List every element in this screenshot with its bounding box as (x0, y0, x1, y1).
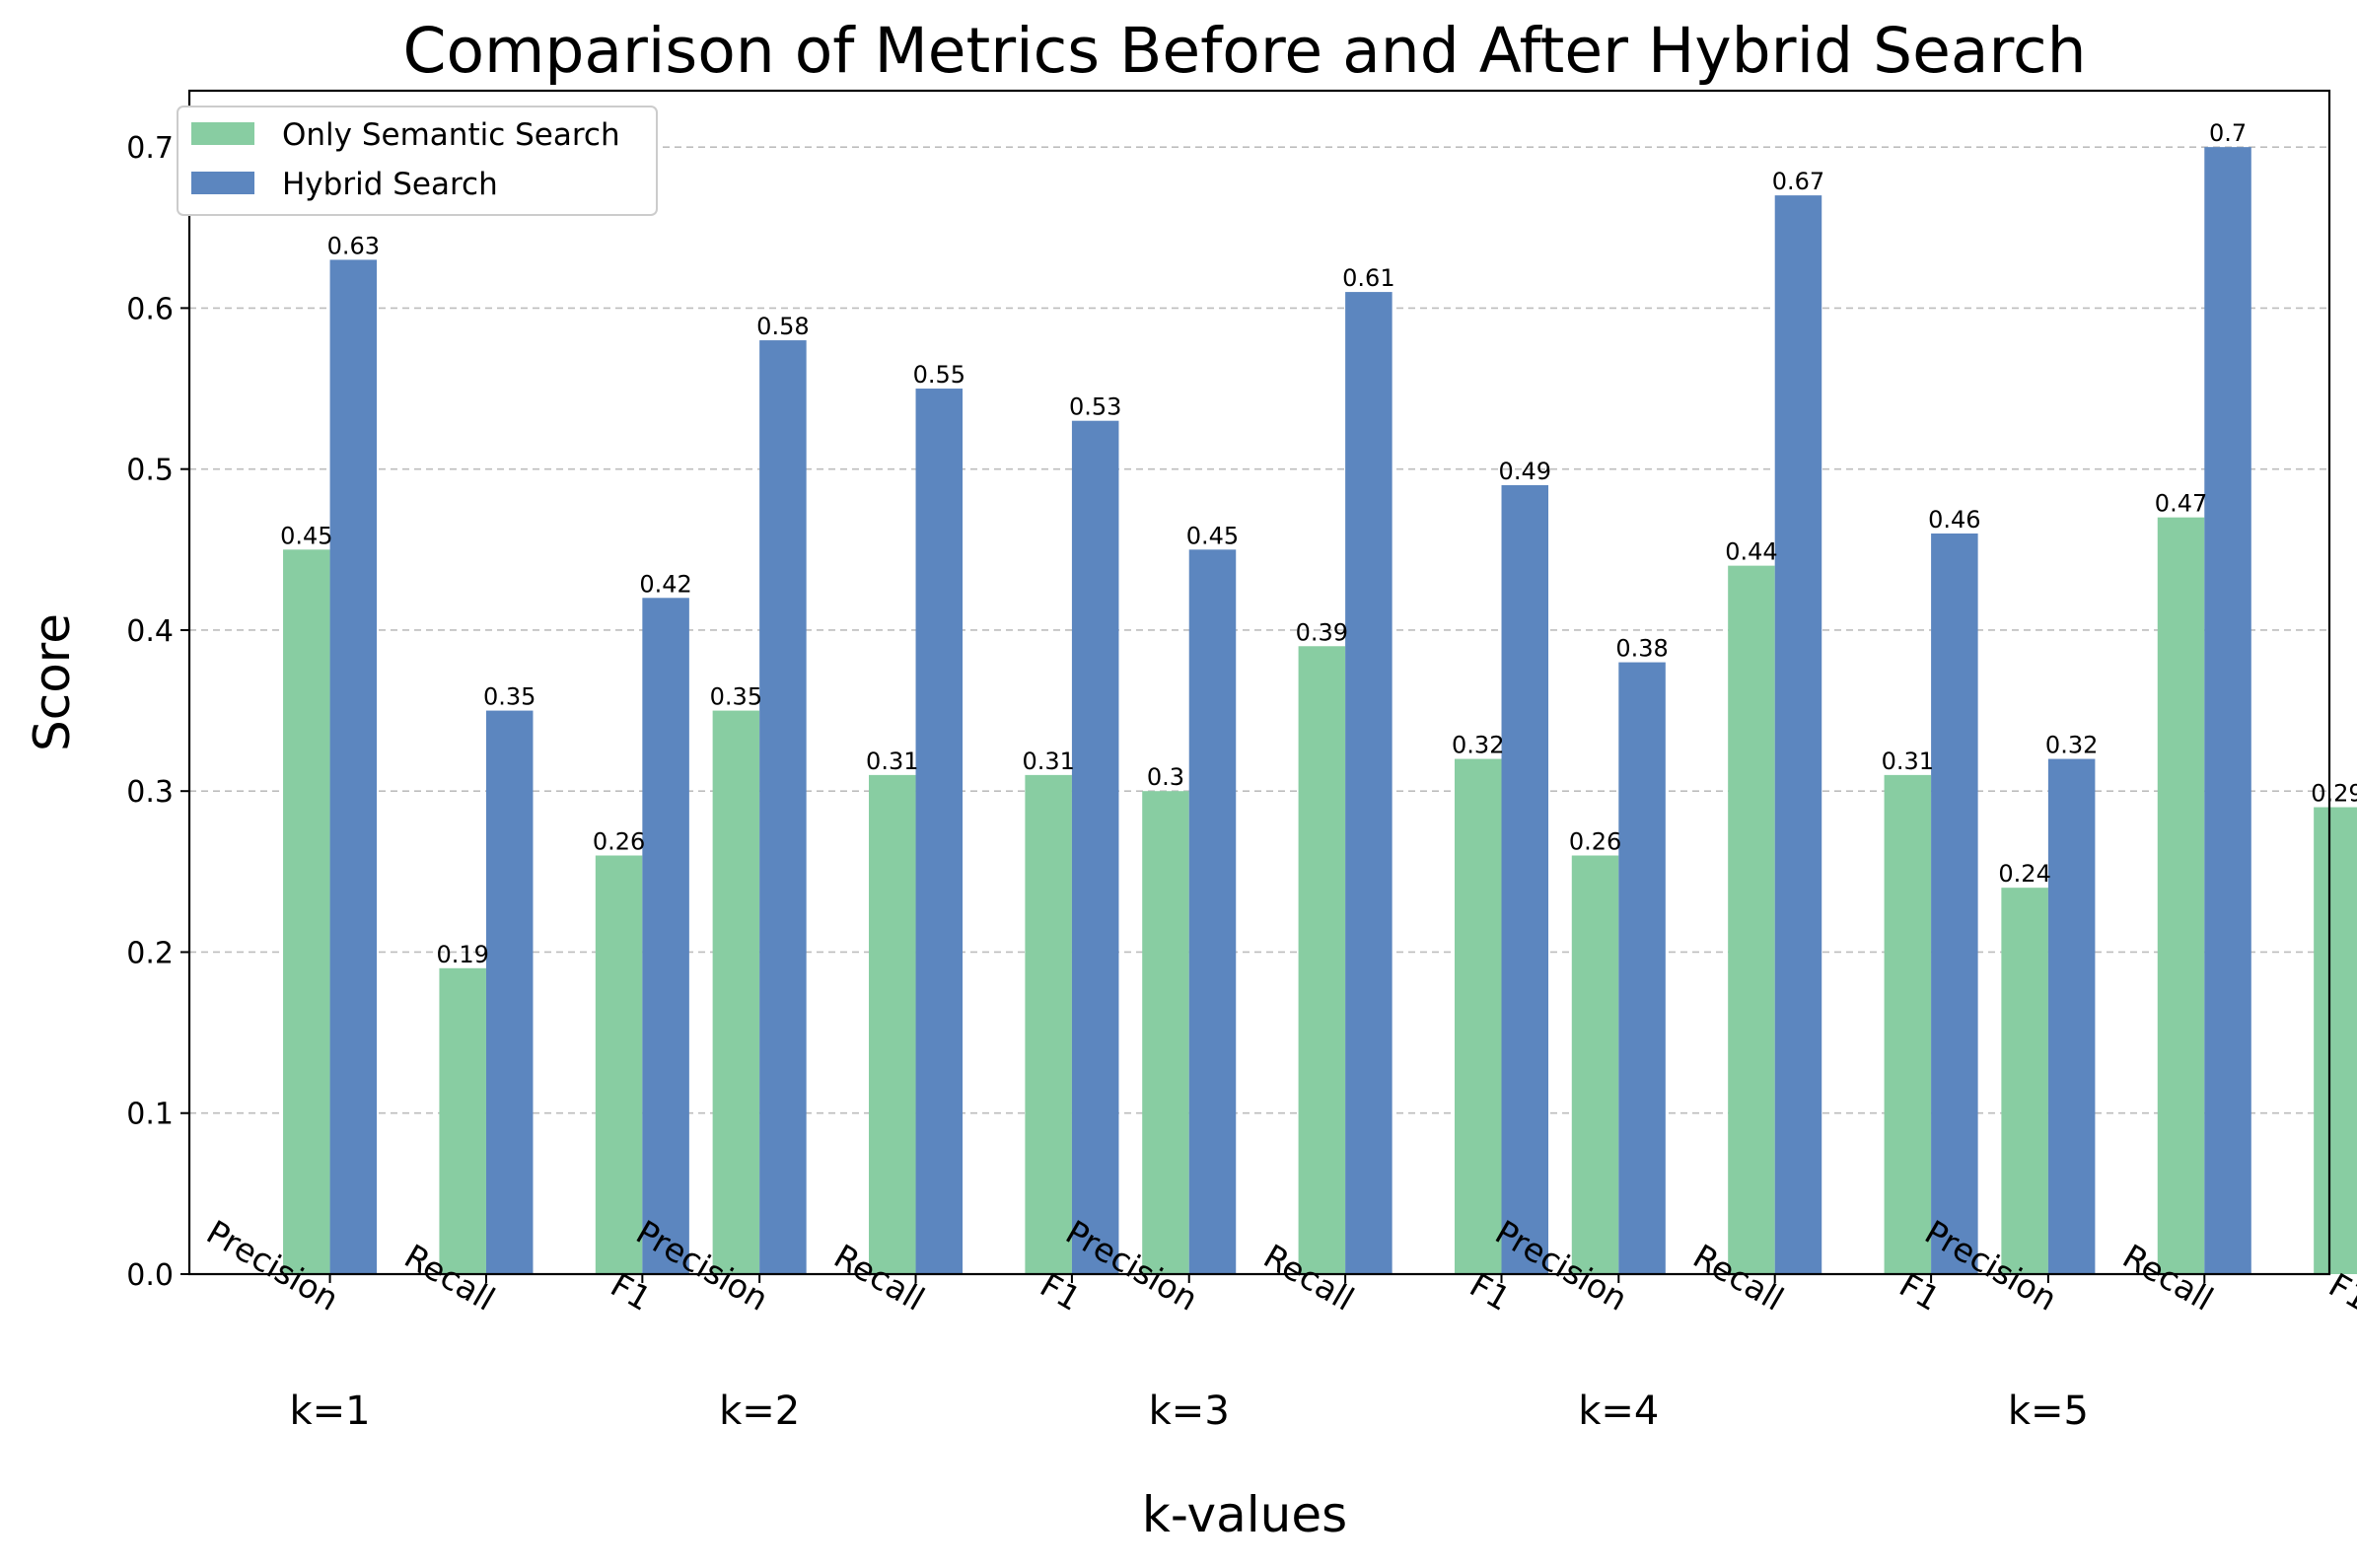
bar-value-label: 0.31 (1882, 748, 1934, 775)
bar-semantic (1298, 646, 1346, 1274)
bar-hybrid (1071, 420, 1119, 1275)
bar-value-label: 0.19 (436, 941, 488, 968)
bar-semantic (1025, 774, 1072, 1274)
chart-title: Comparison of Metrics Before and After H… (402, 15, 2086, 87)
bar-hybrid (759, 340, 807, 1274)
bar-value-label: 0.53 (1069, 393, 1121, 421)
bar-value-label: 0.58 (756, 313, 809, 340)
legend-swatch-hybrid (191, 172, 254, 194)
bar-semantic (2314, 807, 2357, 1274)
group-label: k=4 (1578, 1389, 1659, 1434)
group-label: k=3 (1149, 1389, 1230, 1434)
bars (283, 147, 2357, 1275)
bar-value-label: 0.38 (1615, 635, 1668, 663)
y-tick-label: 0.1 (126, 1098, 174, 1132)
bar-value-label: 0.7 (2209, 119, 2247, 147)
bar-value-label: 0.35 (483, 683, 536, 711)
bar-semantic (869, 774, 916, 1274)
y-axis-ticks: 0.0 0.1 0.2 0.3 0.4 0.5 0.6 0.7 (126, 131, 189, 1293)
bar-hybrid (1931, 533, 1978, 1274)
bar-semantic (712, 710, 760, 1274)
x-axis-title: k-values (1142, 1486, 1347, 1543)
bar-value-label: 0.35 (710, 683, 762, 711)
group-label: k=1 (289, 1389, 370, 1434)
bar-value-label: 0.45 (280, 522, 332, 549)
bar-value-label: 0.61 (1342, 264, 1394, 292)
bar-semantic (1142, 791, 1189, 1274)
bar-value-label: 0.42 (639, 570, 691, 598)
y-axis-title: Score (24, 613, 81, 751)
bar-hybrid (1618, 662, 1666, 1274)
legend-swatch-only-semantic (191, 122, 254, 145)
bar-value-label: 0.31 (1022, 748, 1074, 775)
y-tick-label: 0.7 (126, 131, 174, 166)
bar-value-label: 0.26 (1569, 828, 1621, 856)
bar-semantic (1884, 774, 1932, 1274)
y-tick-label: 0.6 (126, 292, 174, 326)
bar-hybrid (2047, 758, 2096, 1274)
y-tick-label: 0.2 (126, 936, 174, 970)
bar-value-label: 0.32 (2045, 732, 2098, 759)
bar-hybrid (1345, 292, 1393, 1274)
bar-hybrid (642, 598, 689, 1274)
bar-value-label: 0.45 (1186, 522, 1239, 549)
bar-value-label: 0.44 (1725, 538, 1777, 566)
bar-hybrid (1188, 549, 1237, 1274)
legend-label-only-semantic: Only Semantic Search (282, 117, 620, 153)
bar-value-label: 0.29 (2311, 780, 2357, 808)
bar-hybrid (329, 259, 378, 1274)
bar-semantic (1728, 565, 1775, 1274)
legend: Only Semantic Search Hybrid Search (177, 106, 658, 216)
y-tick-label: 0.4 (126, 614, 174, 649)
bar-value-label: 0.26 (593, 828, 645, 856)
bar-hybrid (1774, 195, 1822, 1275)
legend-label-hybrid: Hybrid Search (282, 167, 498, 202)
plot-frame (187, 89, 2331, 1276)
bar-value-label: 0.47 (2155, 490, 2207, 518)
bar-value-label: 0.39 (1296, 618, 1348, 646)
bar-semantic (439, 967, 486, 1274)
bar-semantic (595, 855, 643, 1274)
bar-semantic (2001, 888, 2048, 1274)
bar-value-label: 0.3 (1147, 763, 1184, 791)
bar-semantic (2157, 517, 2205, 1274)
bar-value-label: 0.67 (1772, 168, 1824, 195)
bar-value-label: 0.24 (1998, 860, 2050, 888)
y-tick-label: 0.3 (126, 775, 174, 810)
y-tick-label: 0.0 (126, 1258, 174, 1293)
bar-hybrid (485, 710, 534, 1274)
bar-value-label: 0.31 (866, 748, 918, 775)
bar-semantic (1571, 855, 1619, 1274)
bar-hybrid (2204, 147, 2251, 1275)
bar-value-label: 0.46 (1928, 506, 1980, 534)
bar-hybrid (1501, 485, 1549, 1274)
bar-semantic (1454, 758, 1502, 1274)
group-label: k=5 (2008, 1389, 2089, 1434)
bar-value-label: 0.49 (1499, 458, 1551, 485)
bar-value-label: 0.32 (1452, 732, 1504, 759)
legend-box (177, 106, 658, 216)
data-labels: 0.45 0.63 0.19 0.35 0.26 0.42 0.35 0.58 0.31 0.55… (280, 119, 2357, 968)
bar-semantic (283, 549, 330, 1274)
bar-value-label: 0.63 (327, 232, 380, 259)
group-label: k=2 (719, 1389, 800, 1434)
y-tick-label: 0.5 (126, 454, 174, 488)
bar-value-label: 0.55 (913, 361, 965, 389)
bar-hybrid (915, 389, 964, 1275)
